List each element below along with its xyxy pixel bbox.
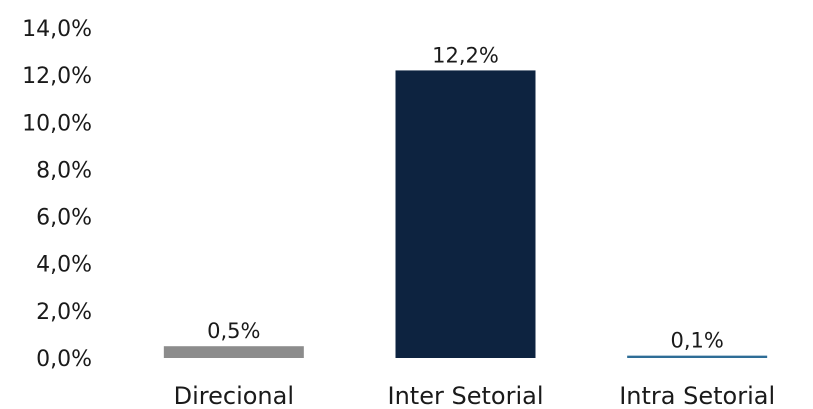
y-tick-label: 14,0% (22, 17, 92, 42)
y-tick-label: 6,0% (36, 206, 92, 231)
bar-inter-setorial (395, 70, 536, 358)
y-tick-label: 10,0% (22, 111, 92, 136)
y-tick-label: 0,0% (36, 347, 92, 372)
x-category-label: Intra Setorial (619, 382, 775, 409)
x-category-label: Direcional (174, 382, 294, 409)
bar-intra-setorial (627, 355, 768, 358)
data-labels: 0,5% 12,2% 0,1% (207, 43, 724, 352)
x-category-label: Inter Setorial (388, 382, 544, 409)
y-tick-label: 4,0% (36, 253, 92, 278)
data-label: 12,2% (432, 43, 499, 67)
x-axis: Direcional Inter Setorial Intra Setorial (174, 382, 775, 409)
y-axis: 0,0% 2,0% 4,0% 6,0% 8,0% 10,0% 12,0% 14,0% (22, 17, 92, 372)
y-tick-label: 8,0% (36, 158, 92, 183)
y-tick-label: 12,0% (22, 64, 92, 89)
bar-direcional (163, 346, 304, 358)
y-tick-label: 2,0% (36, 300, 92, 325)
data-label: 0,1% (670, 329, 723, 353)
data-label: 0,5% (207, 319, 260, 343)
bars (163, 70, 768, 358)
